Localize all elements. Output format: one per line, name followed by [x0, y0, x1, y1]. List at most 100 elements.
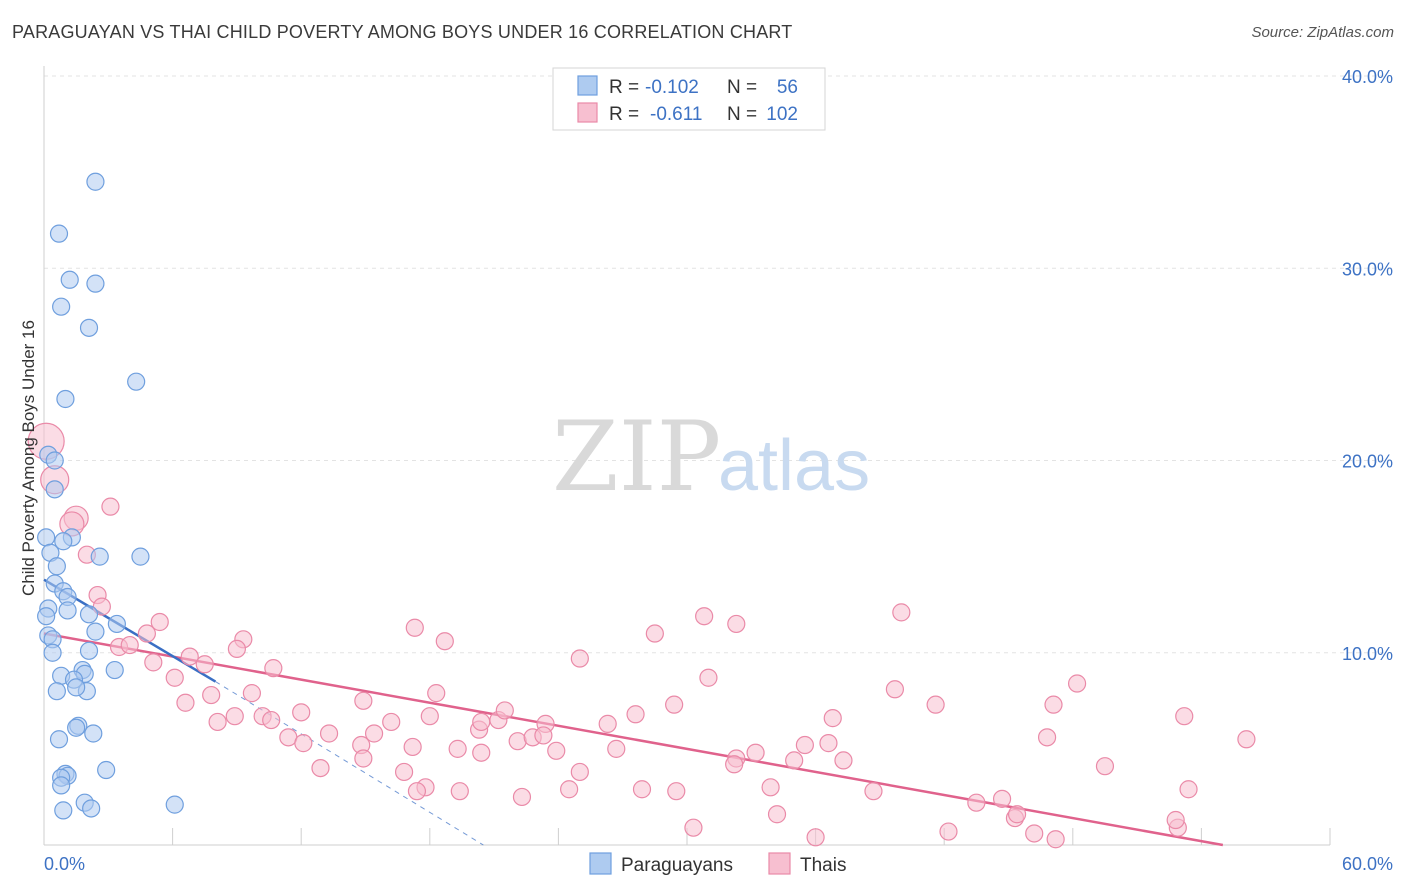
paraguayan-point [37, 528, 56, 547]
thai-point [864, 782, 883, 801]
thai-point [1237, 730, 1256, 749]
thai-point [202, 685, 221, 705]
paraguayan-point [56, 389, 75, 409]
legend-swatch-paraguayans [577, 75, 598, 96]
paraguayan-point [58, 601, 77, 620]
x-tick-labels: 0.0% 60.0% [44, 854, 1393, 874]
paraguayan-point [54, 801, 73, 820]
legend-r-value: -0.102 [645, 77, 699, 98]
thai-point [547, 741, 566, 760]
watermark-zip: ZIP [552, 401, 721, 513]
thai-point [834, 751, 853, 770]
paraguayan-point [97, 760, 116, 780]
paraguayan-point [165, 795, 184, 814]
thai-point [472, 743, 491, 762]
thai-point [165, 668, 184, 687]
legend-n-label: N = [727, 104, 757, 125]
legend-series: Paraguayans Thais [589, 852, 846, 876]
legend-r-label: R = [609, 104, 639, 125]
paraguayan-point [47, 557, 66, 576]
thai-point [761, 778, 780, 797]
thai-point [626, 705, 645, 724]
thai-point [137, 624, 156, 643]
thai-point [508, 732, 527, 751]
thai-point [1044, 695, 1063, 714]
thai-point [1179, 780, 1198, 799]
watermark: ZIP atlas [552, 401, 870, 513]
y-tick-label: 10.0% [1342, 644, 1393, 664]
paraguayan-point [67, 678, 86, 697]
y-tick-label: 40.0% [1342, 67, 1393, 87]
thai-point [727, 614, 746, 634]
thai-point [926, 695, 945, 714]
thai-point [665, 695, 684, 714]
thai-point [667, 782, 686, 801]
paraguayan-point [67, 718, 86, 737]
thai-point [632, 780, 652, 799]
paraguayan-point [49, 224, 69, 243]
thai-point [403, 737, 422, 757]
thai-point [819, 734, 838, 753]
x-tick-label: 60.0% [1342, 854, 1393, 874]
paraguayan-point [105, 660, 124, 680]
thai-point [823, 709, 842, 728]
paraguayan-point [79, 605, 99, 624]
y-tick-label: 20.0% [1342, 452, 1393, 472]
thai-point [364, 724, 384, 743]
paraguayan-point [37, 607, 56, 626]
thai-point [512, 787, 532, 807]
legend-label-paraguayans: Paraguayans [621, 855, 733, 876]
thai-point [785, 751, 804, 770]
thai-point [448, 739, 467, 758]
thais-trend-line [43, 632, 1224, 847]
thai-point [242, 684, 262, 703]
paraguayan-point [45, 451, 64, 470]
thai-point [684, 818, 703, 837]
paraguayan-point [86, 274, 105, 293]
thai-point [1175, 707, 1194, 726]
thai-point [607, 739, 626, 758]
thai-point [645, 624, 664, 643]
thai-point [767, 805, 787, 824]
source-label: Source: ZipAtlas.com [1251, 24, 1394, 41]
paraguayan-point [54, 532, 73, 551]
paraguayan-point [49, 730, 69, 749]
thai-point [1025, 824, 1044, 843]
thai-point [176, 693, 195, 712]
y-tick-labels: 10.0% 20.0% 30.0% 40.0% [1342, 67, 1393, 664]
paraguayan-point [107, 614, 126, 634]
paraguayan-point [127, 372, 146, 391]
thai-point [939, 822, 958, 841]
thai-point [885, 680, 905, 699]
thai-point [227, 639, 246, 659]
paraguayan-point [52, 297, 71, 316]
thai-point [570, 649, 589, 668]
paraguayan-point [82, 799, 101, 818]
y-axis-label: Child Poverty Among Boys Under 16 [19, 320, 38, 596]
thai-point [806, 828, 825, 847]
thai-point [450, 782, 469, 801]
thai-point [1007, 805, 1027, 824]
thai-point [1166, 810, 1185, 830]
thai-point [405, 618, 424, 637]
legend-stats: R = -0.102 N = 56 R = -0.611 N = 102 [552, 67, 826, 131]
thai-point [354, 691, 373, 710]
thai-point [1067, 674, 1087, 693]
paraguayan-point [84, 724, 103, 743]
thai-point [695, 607, 714, 626]
thai-point [264, 659, 283, 678]
chart-title: PARAGUAYAN VS THAI CHILD POVERTY AMONG B… [12, 22, 793, 42]
thai-point [120, 635, 139, 655]
thai-point [294, 734, 313, 753]
thai-point [101, 497, 120, 516]
thai-point [435, 632, 454, 651]
paraguayan-point [52, 776, 71, 795]
thai-point [1037, 728, 1057, 747]
legend-n-label: N = [727, 77, 757, 98]
thai-point [992, 789, 1012, 808]
legend-label-thais: Thais [800, 855, 846, 876]
thai-point [534, 726, 553, 745]
thai-point [144, 653, 163, 672]
legend-swatch-paraguayans [589, 852, 612, 875]
